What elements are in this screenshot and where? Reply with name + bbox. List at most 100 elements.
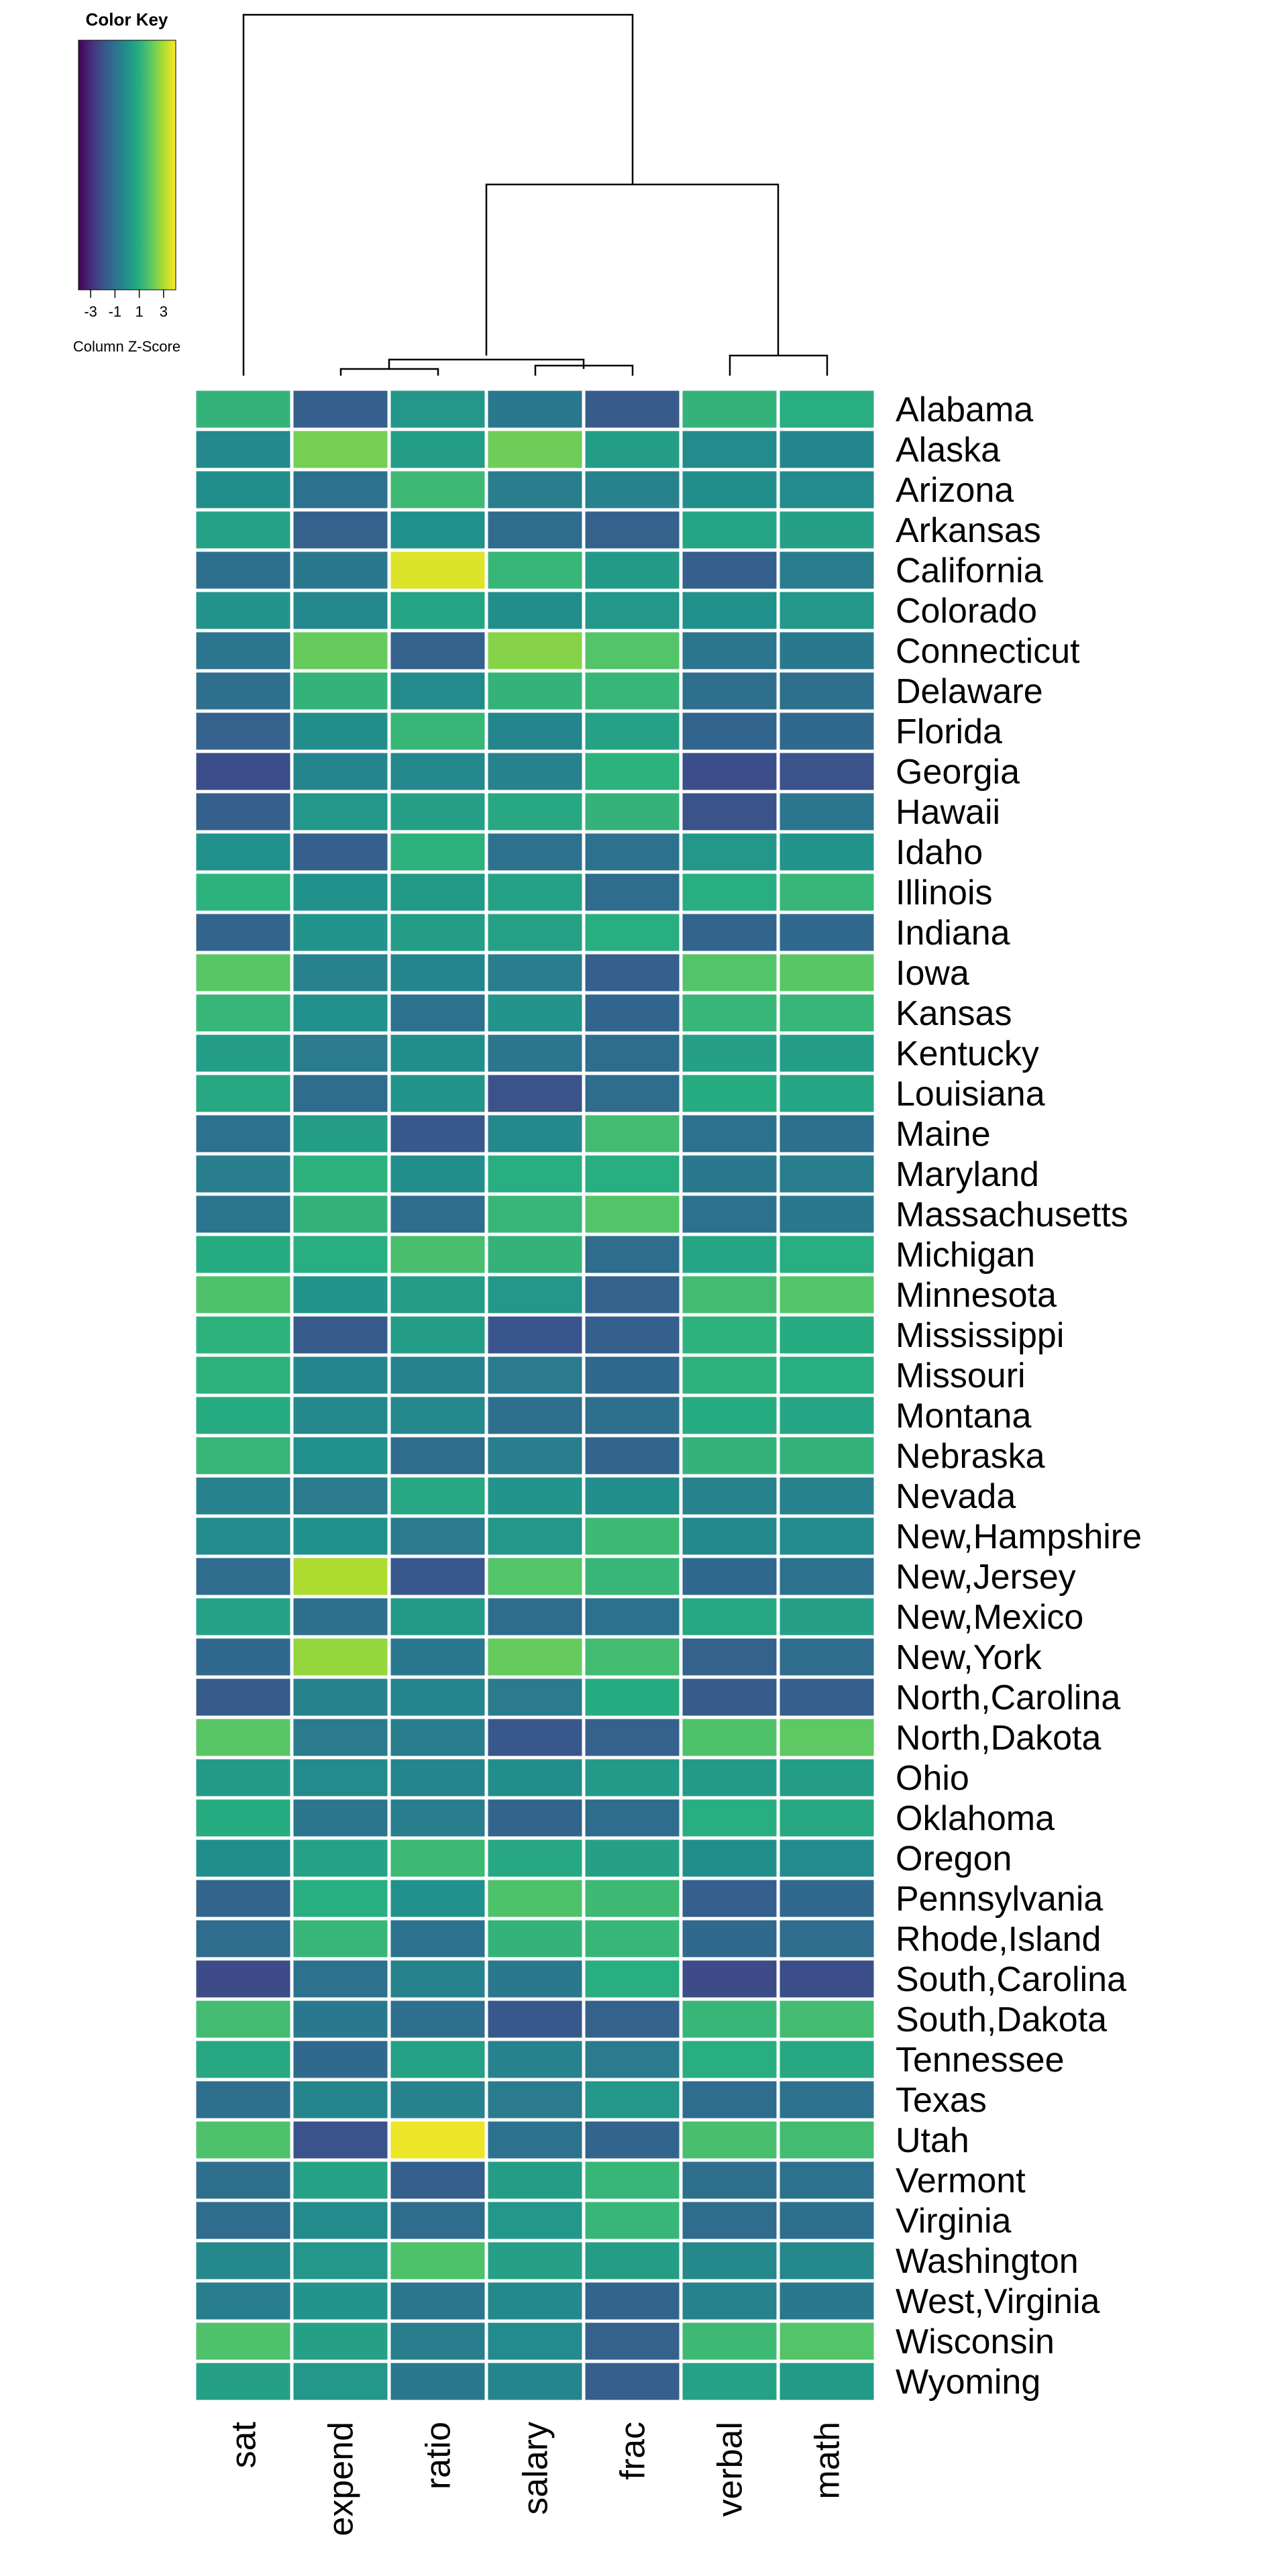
heatmap-cell	[776, 1353, 877, 1397]
heatmap-cell	[290, 1876, 391, 1921]
heatmap-cell	[290, 951, 391, 995]
heatmap-cell	[193, 2118, 294, 2162]
heatmap-cell	[776, 1434, 877, 1478]
heatmap-cell	[387, 427, 488, 472]
heatmap-cell	[387, 1635, 488, 1679]
row-label: Massachusetts	[896, 1195, 1128, 1234]
heatmap-cell	[193, 2078, 294, 2122]
heatmap-cell	[679, 951, 780, 995]
heatmap-cell	[290, 1997, 391, 2041]
heatmap-cell	[387, 1112, 488, 1156]
heatmap-cell	[387, 1434, 488, 1478]
row-label: Georgia	[896, 753, 1020, 792]
heatmap-cell	[193, 1474, 294, 1518]
heatmap-cell	[484, 1554, 586, 1599]
heatmap-cell	[290, 830, 391, 874]
heatmap-cell	[776, 951, 877, 995]
heatmap-cell	[582, 508, 683, 552]
heatmap-cell	[484, 709, 586, 753]
heatmap-cell	[387, 1273, 488, 1317]
row-label: Texas	[896, 2081, 987, 2120]
heatmap-cell	[290, 1917, 391, 1961]
heatmap-cell	[582, 2279, 683, 2323]
heatmap-cell	[387, 1957, 488, 2001]
heatmap-cell	[193, 1635, 294, 1679]
heatmap-cell	[776, 790, 877, 834]
heatmap-cell	[193, 2158, 294, 2202]
heatmap-cell	[484, 387, 586, 431]
heatmap-cell	[193, 1152, 294, 1196]
heatmap-cell	[290, 427, 391, 472]
heatmap-cell	[582, 1393, 683, 1438]
heatmap-cell	[776, 1715, 877, 1760]
heatmap-cell	[193, 2359, 294, 2404]
heatmap-cell	[776, 1595, 877, 1639]
heatmap-cell	[193, 1595, 294, 1639]
heatmap-cell	[582, 548, 683, 592]
heatmap-cell	[582, 1917, 683, 1961]
heatmap-cell	[484, 1756, 586, 1800]
row-label: Arizona	[896, 471, 1014, 510]
heatmap-cell	[776, 1957, 877, 2001]
heatmap-cell	[582, 468, 683, 512]
heatmap-cell	[776, 749, 877, 794]
heatmap-cell	[387, 2118, 488, 2162]
heatmap-cell	[776, 1635, 877, 1679]
heatmap-cell	[484, 427, 586, 472]
heatmap-cell	[484, 870, 586, 914]
heatmap-cell	[582, 2319, 683, 2363]
row-label: South,Dakota	[896, 2000, 1107, 2039]
heatmap-cell	[484, 1071, 586, 1116]
heatmap-cell	[776, 991, 877, 1035]
heatmap-cell	[582, 991, 683, 1035]
heatmap-cell	[484, 1997, 586, 2041]
row-label: Rhode,Island	[896, 1920, 1101, 1959]
heatmap-cell	[679, 1675, 780, 1719]
heatmap-cell	[582, 1756, 683, 1800]
row-label: Arkansas	[896, 511, 1041, 550]
heatmap-cell	[679, 468, 780, 512]
heatmap-cell	[193, 1393, 294, 1438]
heatmap-cell	[679, 427, 780, 472]
heatmap-cell	[679, 1434, 780, 1478]
heatmap-cell	[679, 1836, 780, 1880]
heatmap-cell	[484, 1796, 586, 1840]
heatmap-cell	[679, 1514, 780, 1558]
heatmap-cell	[193, 2198, 294, 2243]
row-label: Connecticut	[896, 632, 1080, 671]
row-label: Mississippi	[896, 1316, 1064, 1355]
heatmap-cell	[484, 1353, 586, 1397]
heatmap-cell	[193, 588, 294, 633]
heatmap-cell	[582, 1474, 683, 1518]
heatmap-cell	[679, 749, 780, 794]
row-label: Maine	[896, 1115, 991, 1154]
heatmap-cell	[387, 1917, 488, 1961]
row-label: Tennessee	[896, 2041, 1065, 2080]
heatmap-cell	[387, 669, 488, 713]
column-label: verbal	[711, 2422, 750, 2517]
heatmap-cell	[193, 1273, 294, 1317]
heatmap-cell	[290, 1232, 391, 1277]
row-label: North,Dakota	[896, 1719, 1101, 1758]
heatmap-cell	[582, 2037, 683, 2082]
heatmap-cell	[193, 1957, 294, 2001]
heatmap-cell	[193, 991, 294, 1035]
column-labels: sat expend ratio salary frac verbal math	[225, 2421, 847, 2536]
row-label: Nevada	[896, 1477, 1016, 1516]
column-label: expend	[322, 2422, 361, 2536]
dendrogram-verbal-math-branch	[729, 354, 828, 376]
heatmap-cell	[290, 910, 391, 955]
heatmap-cell	[290, 669, 391, 713]
heatmap-cell	[387, 1796, 488, 1840]
heatmap-cell	[582, 1715, 683, 1760]
heatmap-cell	[679, 2078, 780, 2122]
heatmap-cell	[290, 749, 391, 794]
heatmap-cell	[679, 1474, 780, 1518]
heatmap-cell	[582, 669, 683, 713]
heatmap-cell	[387, 1554, 488, 1599]
heatmap-cell	[290, 1152, 391, 1196]
heatmap-cell	[484, 2239, 586, 2283]
heatmap-cell	[290, 588, 391, 633]
heatmap-cell	[193, 629, 294, 673]
heatmap-cell	[679, 1876, 780, 1921]
